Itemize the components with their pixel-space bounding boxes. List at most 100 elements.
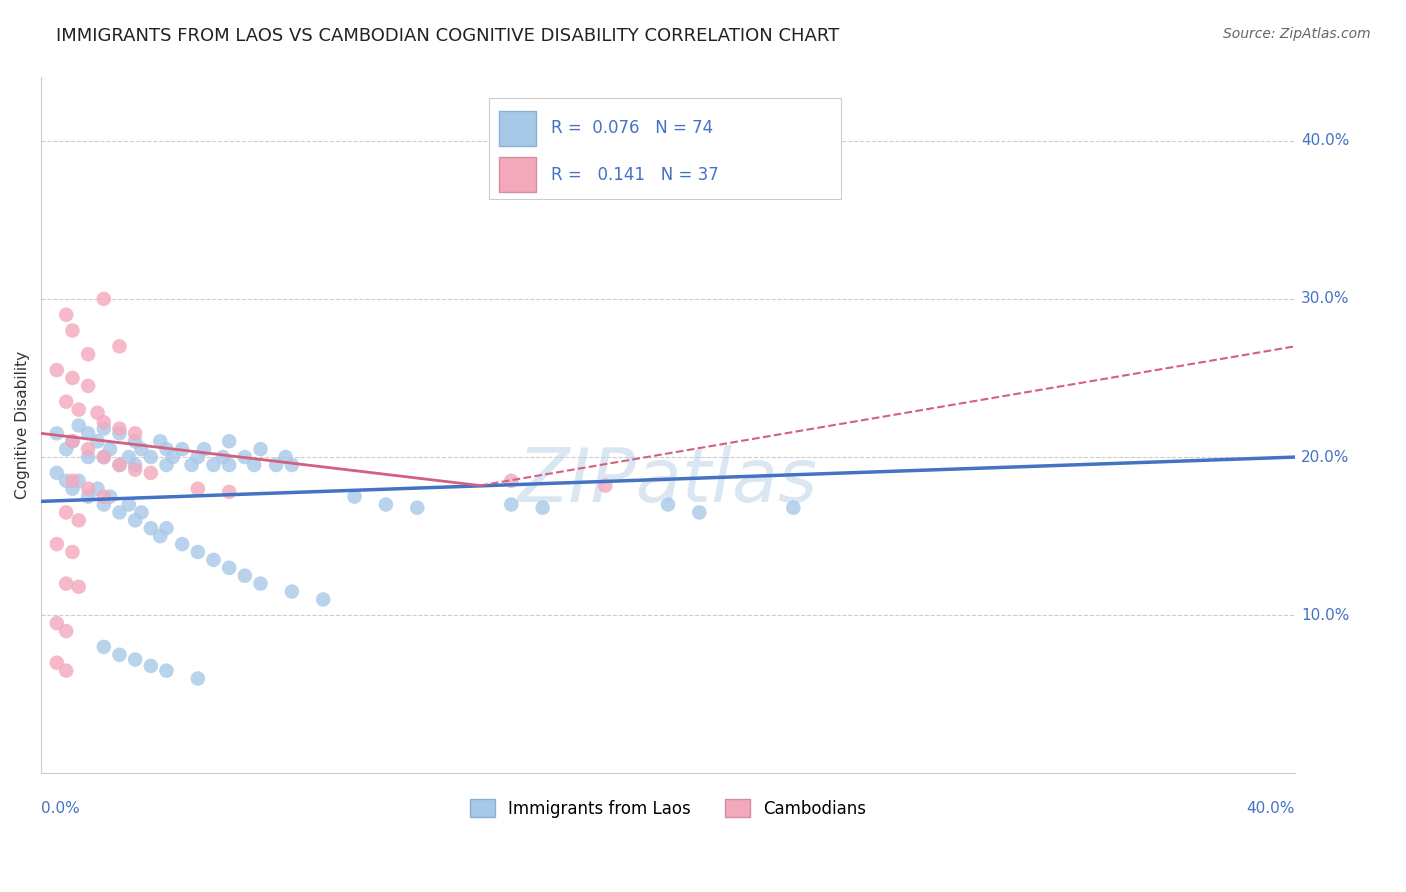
Point xyxy=(218,561,240,575)
Point xyxy=(118,498,141,512)
Point xyxy=(45,537,67,551)
Point xyxy=(312,592,335,607)
Point xyxy=(139,658,162,673)
Point xyxy=(657,498,679,512)
Point xyxy=(55,624,77,638)
Text: Source: ZipAtlas.com: Source: ZipAtlas.com xyxy=(1223,27,1371,41)
Point xyxy=(108,421,131,435)
Point xyxy=(62,371,84,385)
Text: R =  0.076   N = 74: R = 0.076 N = 74 xyxy=(551,120,713,137)
Point xyxy=(531,500,554,515)
Point xyxy=(98,490,121,504)
Point xyxy=(131,442,153,457)
Point xyxy=(124,463,146,477)
Point xyxy=(62,324,84,338)
Point xyxy=(67,513,90,527)
Point xyxy=(86,434,108,449)
Point xyxy=(187,450,209,464)
Point xyxy=(67,474,90,488)
Point xyxy=(67,418,90,433)
Text: 20.0%: 20.0% xyxy=(1301,450,1350,465)
Point xyxy=(55,394,77,409)
Point xyxy=(249,442,271,457)
Point xyxy=(86,482,108,496)
Point xyxy=(93,292,115,306)
Point xyxy=(187,545,209,559)
Point xyxy=(501,474,523,488)
Point xyxy=(406,500,429,515)
Point xyxy=(108,505,131,519)
Point xyxy=(233,450,256,464)
Legend: Immigrants from Laos, Cambodians: Immigrants from Laos, Cambodians xyxy=(464,793,873,824)
Point xyxy=(77,347,100,361)
Point xyxy=(62,434,84,449)
Point xyxy=(149,529,172,543)
Point xyxy=(193,442,215,457)
Point xyxy=(162,450,184,464)
Text: 40.0%: 40.0% xyxy=(1247,801,1295,816)
Point xyxy=(55,474,77,488)
FancyBboxPatch shape xyxy=(499,111,536,145)
Point xyxy=(108,648,131,662)
Point xyxy=(108,339,131,353)
Point xyxy=(124,426,146,441)
Point xyxy=(180,458,202,472)
Point xyxy=(55,308,77,322)
Point xyxy=(98,442,121,457)
Point xyxy=(45,426,67,441)
Point xyxy=(139,521,162,535)
Point xyxy=(77,426,100,441)
Point xyxy=(281,458,304,472)
Point xyxy=(374,498,396,512)
Point xyxy=(77,442,100,457)
Point xyxy=(343,490,366,504)
Point xyxy=(274,450,297,464)
Point xyxy=(108,426,131,441)
Text: 40.0%: 40.0% xyxy=(1301,133,1350,148)
Point xyxy=(187,672,209,686)
Point xyxy=(155,442,177,457)
Point xyxy=(202,458,225,472)
Text: ZIPatlas: ZIPatlas xyxy=(517,445,818,517)
Y-axis label: Cognitive Disability: Cognitive Disability xyxy=(15,351,30,500)
Text: R =   0.141   N = 37: R = 0.141 N = 37 xyxy=(551,166,718,184)
Point xyxy=(218,484,240,499)
Point xyxy=(281,584,304,599)
Point xyxy=(93,490,115,504)
Point xyxy=(218,458,240,472)
Point xyxy=(67,580,90,594)
Point xyxy=(124,434,146,449)
Point xyxy=(249,576,271,591)
Point xyxy=(155,664,177,678)
Point xyxy=(149,434,172,449)
Point xyxy=(45,363,67,377)
Point xyxy=(55,576,77,591)
Point xyxy=(55,664,77,678)
Point xyxy=(93,421,115,435)
Point xyxy=(595,478,617,492)
Point xyxy=(77,379,100,393)
Text: IMMIGRANTS FROM LAOS VS CAMBODIAN COGNITIVE DISABILITY CORRELATION CHART: IMMIGRANTS FROM LAOS VS CAMBODIAN COGNIT… xyxy=(56,27,839,45)
Point xyxy=(86,406,108,420)
FancyBboxPatch shape xyxy=(499,158,536,193)
Point xyxy=(93,450,115,464)
Point xyxy=(124,513,146,527)
Point xyxy=(243,458,266,472)
Point xyxy=(67,402,90,417)
Point xyxy=(77,450,100,464)
Point xyxy=(187,482,209,496)
FancyBboxPatch shape xyxy=(489,98,841,199)
Point xyxy=(155,521,177,535)
Point xyxy=(688,505,710,519)
Point xyxy=(501,498,523,512)
Point xyxy=(62,482,84,496)
Point xyxy=(93,498,115,512)
Point xyxy=(77,482,100,496)
Point xyxy=(124,652,146,666)
Point xyxy=(155,458,177,472)
Point xyxy=(172,442,194,457)
Point xyxy=(118,450,141,464)
Point xyxy=(108,458,131,472)
Point xyxy=(77,490,100,504)
Point xyxy=(139,466,162,480)
